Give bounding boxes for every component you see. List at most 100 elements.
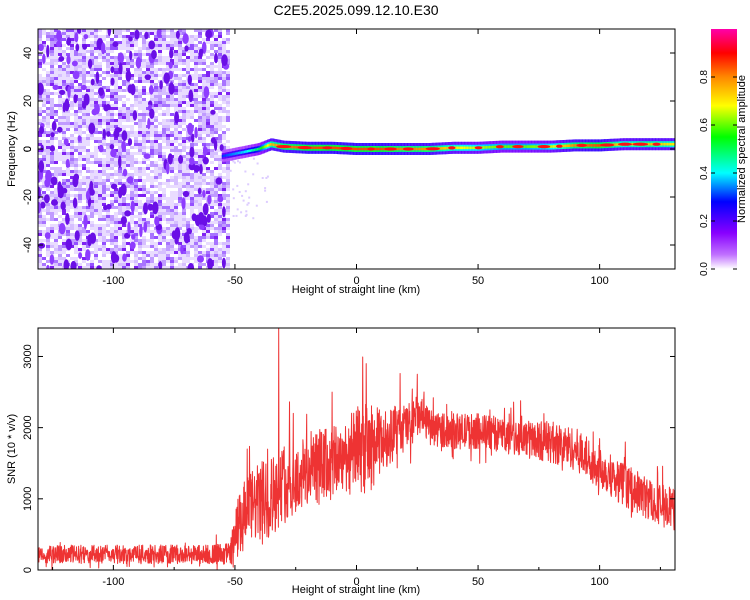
noise-cell [138,35,142,38]
noise-cell [190,239,194,242]
noise-cell [226,173,230,176]
noise-blob [91,108,98,116]
noise-cell [114,107,118,110]
noise-cell [74,128,78,131]
noise-cell [214,125,218,128]
noise-cell [122,152,126,155]
noise-cell [98,65,102,68]
noise-cell [42,95,46,98]
track-core [563,144,566,148]
noise-cell [154,242,158,245]
noise-blob [59,89,66,95]
noise-cell [70,149,74,152]
noise-cell [206,242,210,245]
noise-cell [70,239,74,242]
noise-blob [106,203,112,210]
noise-cell [62,113,66,116]
snr-series [38,328,675,570]
x-tick-label: 50 [472,576,484,588]
noise-cell [194,35,198,38]
noise-cell [142,116,146,119]
noise-cell [126,263,130,266]
noise-cell [158,173,162,176]
noise-cell [162,56,166,59]
noise-cell [82,257,86,260]
noise-cell [142,140,146,143]
noise-speck [252,157,255,160]
noise-blob [159,80,163,90]
noise-blob [118,62,123,75]
noise-cell [146,263,150,266]
noise-cell [42,182,46,185]
noise-blob [56,30,62,41]
track-peak [384,147,397,151]
noise-cell [78,119,82,122]
noise-cell [178,101,182,104]
noise-cell [166,137,170,140]
noise-cell [90,224,94,227]
noise-cell [94,191,98,194]
noise-cell [174,128,178,131]
noise-cell [118,98,122,101]
track-peak [425,147,440,151]
noise-cell [50,47,54,50]
noise-cell [162,128,166,131]
noise-cell [162,227,166,230]
noise-cell [146,110,150,113]
track-core [318,146,321,150]
noise-cell [54,137,58,140]
noise-cell [110,173,114,176]
noise-cell [190,173,194,176]
noise-cell [170,104,174,107]
noise-cell [74,59,78,62]
noise-cell [182,50,186,53]
noise-blob [129,241,136,250]
noise-blob [117,52,125,64]
noise-cell [138,224,142,227]
track-core [507,145,511,148]
noise-cell [174,56,178,59]
noise-cell [170,68,174,71]
noise-cell [110,191,114,194]
noise-cell [206,233,210,236]
noise-cell [198,35,202,38]
noise-cell [166,245,170,248]
noise-cell [98,113,102,116]
track-core [587,144,591,147]
noise-cell [78,185,82,188]
noise-cell [110,233,114,236]
noise-cell [142,113,146,116]
noise-cell [174,218,178,221]
colorbar-label: Normalized spectral amplitude [736,75,748,223]
noise-cell [182,176,186,179]
noise-cell [38,146,42,149]
noise-cell [146,260,150,263]
noise-cell [226,248,230,251]
noise-cell [94,209,98,212]
noise-cell [58,146,62,149]
noise-cell [110,116,114,119]
noise-cell [202,140,206,143]
colorbar-tick-label: 0.8 [699,70,710,84]
noise-cell [90,65,94,68]
noise-cell [50,128,54,131]
noise-cell [114,77,118,80]
noise-cell [66,194,70,197]
noise-cell [174,182,178,185]
noise-blob [72,197,78,209]
noise-cell [182,74,186,77]
noise-cell [178,164,182,167]
noise-cell [130,182,134,185]
noise-cell [94,197,98,200]
noise-cell [142,185,146,188]
noise-blob [78,252,83,259]
noise-cell [82,125,86,128]
noise-cell [214,128,218,131]
noise-cell [130,35,134,38]
track-core [239,151,242,154]
noise-cell [178,263,182,266]
noise-cell [94,206,98,209]
noise-cell [78,215,82,218]
track-core [380,147,384,151]
noise-cell [134,152,138,155]
